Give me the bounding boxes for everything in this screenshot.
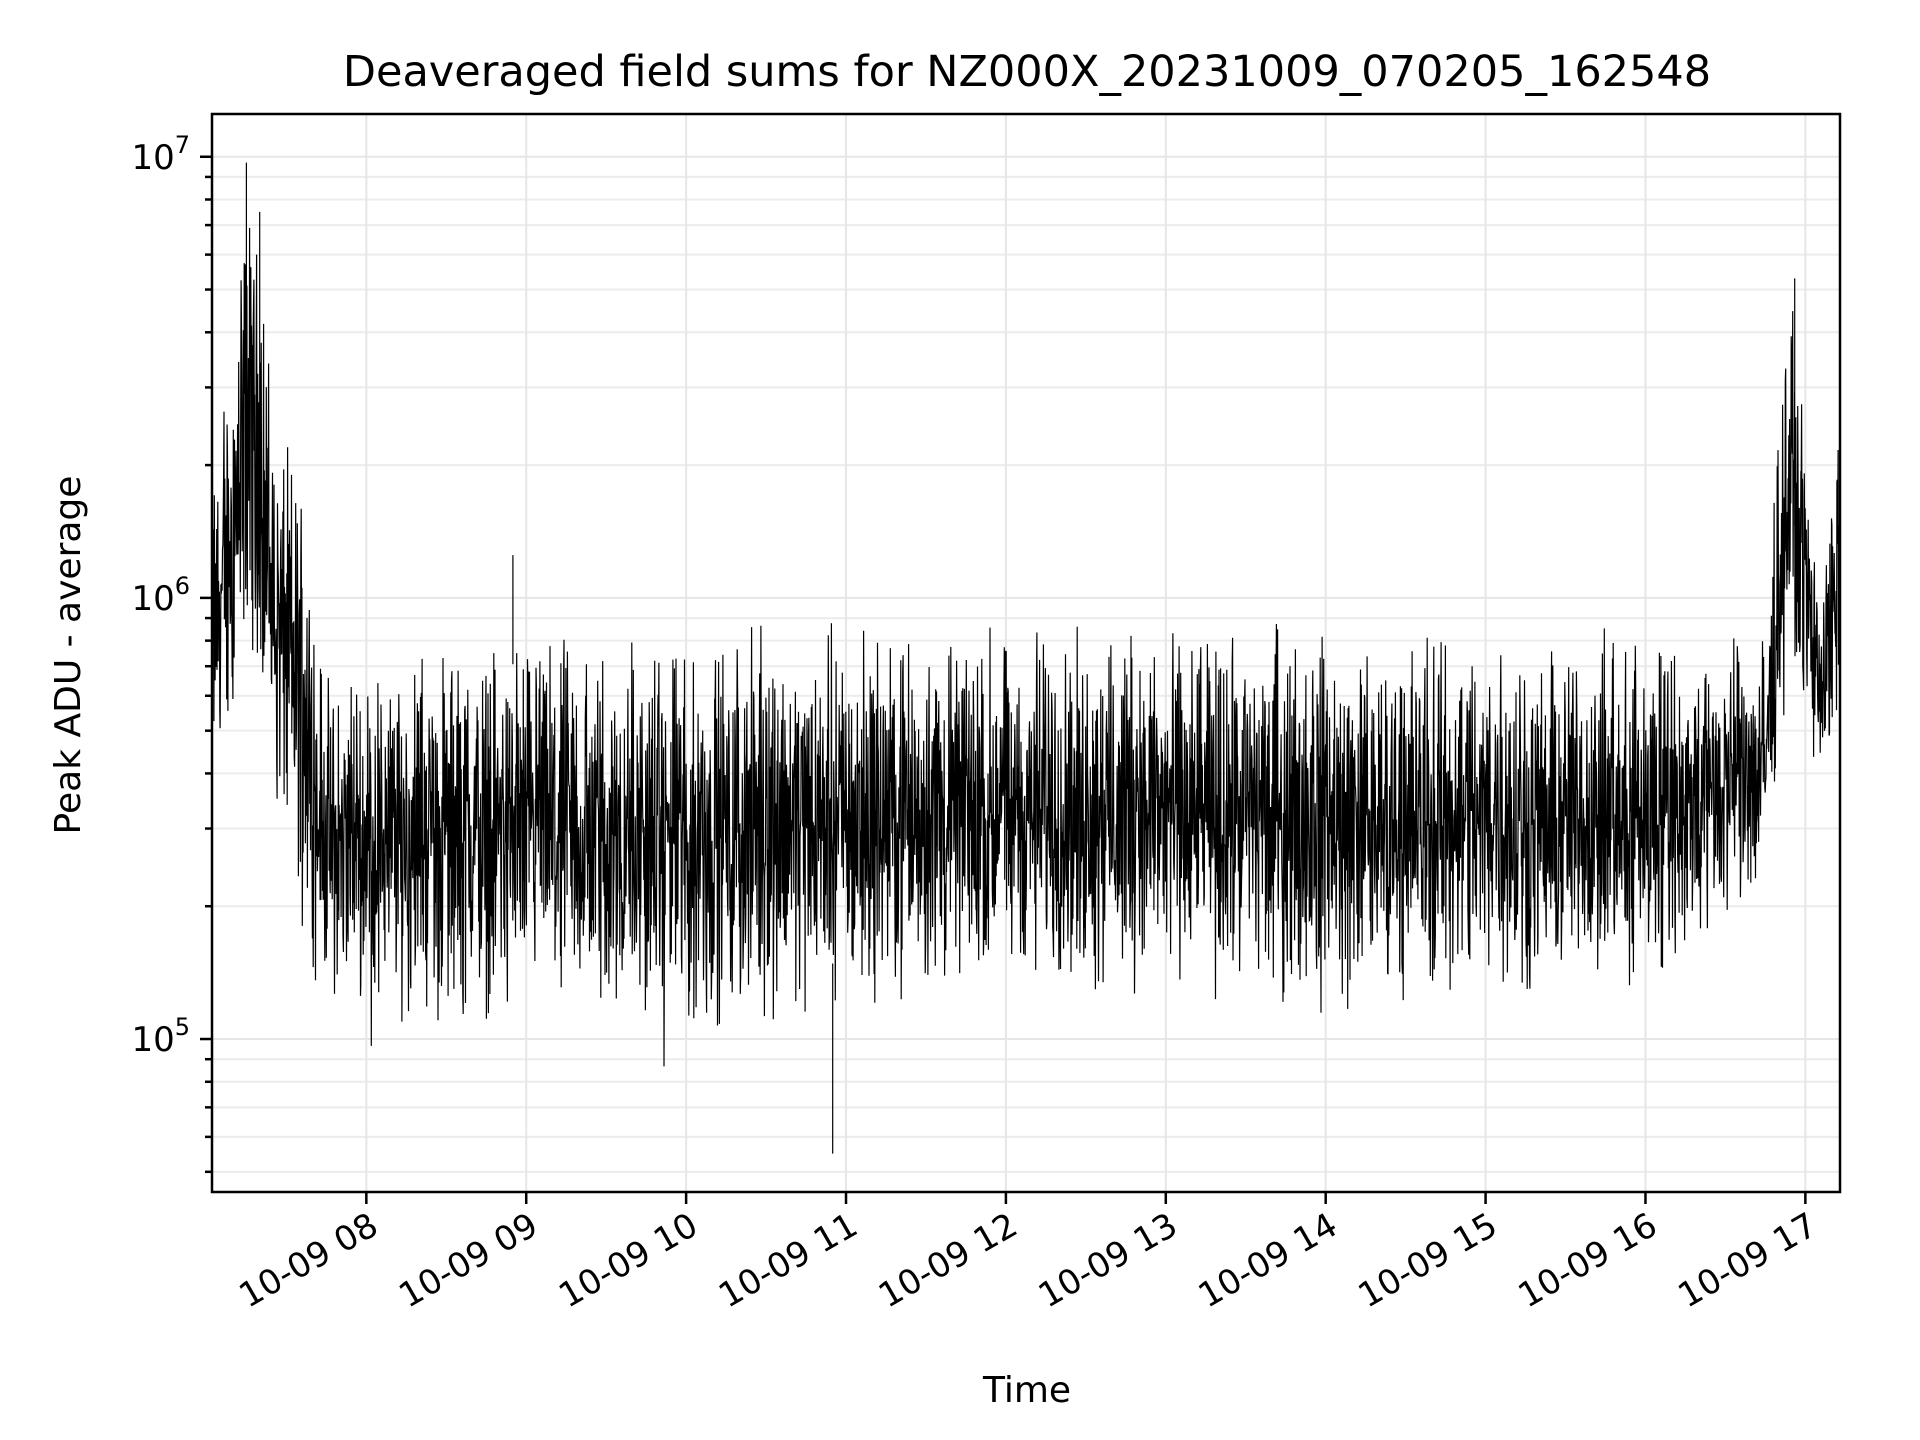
grid-layer (212, 114, 1840, 1192)
y-tick-label: 107 (131, 131, 190, 178)
y-tick-label: 105 (131, 1013, 190, 1060)
plot-frame (210, 112, 1842, 1194)
x-axis-label: Time (982, 1370, 1071, 1411)
series-layer (211, 162, 1841, 1154)
y-axis-label: Peak ADU - average (48, 476, 89, 835)
series-line (211, 162, 1841, 1154)
chart-title: Deaveraged field sums for NZ000X_2023100… (343, 47, 1711, 97)
y-tick-label: 106 (131, 572, 190, 619)
